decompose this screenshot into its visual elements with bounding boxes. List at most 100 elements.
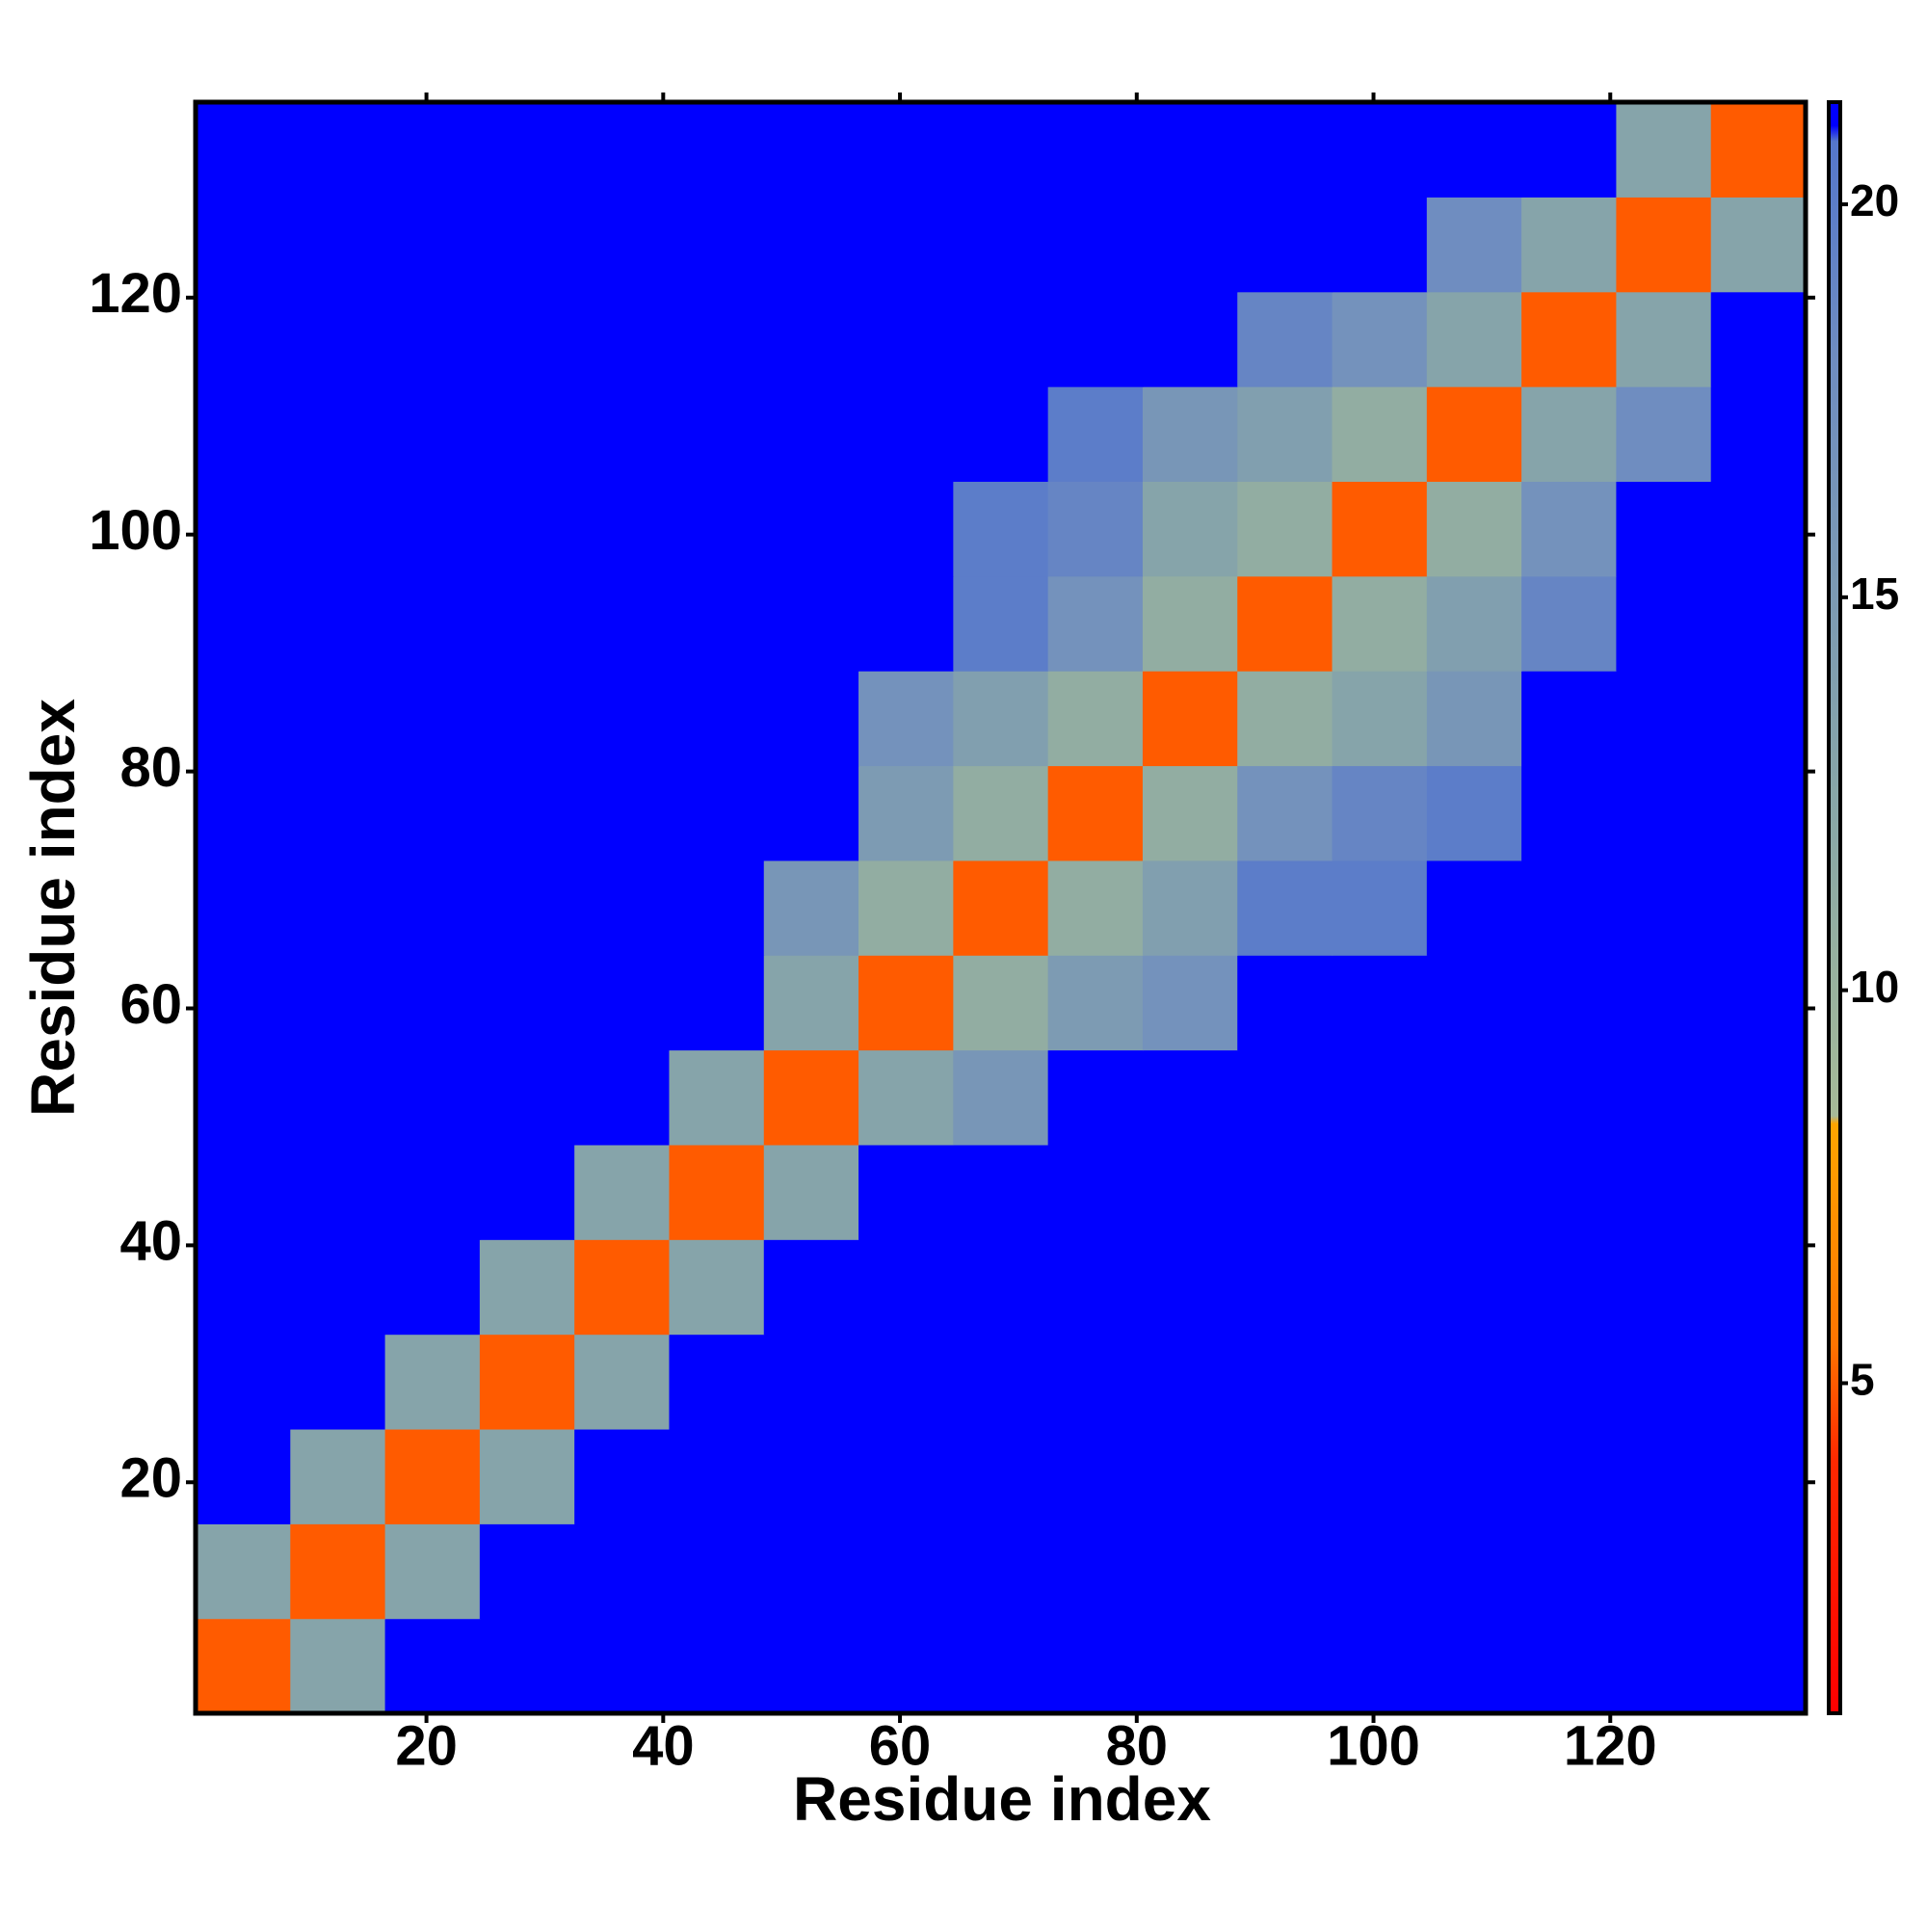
heatmap-cell	[669, 291, 765, 387]
heatmap-cell	[1142, 481, 1238, 577]
heatmap-cell	[858, 1334, 954, 1430]
heatmap-cell	[384, 197, 481, 293]
heatmap-cell	[574, 481, 671, 577]
x-tick-label: 100	[1327, 1714, 1420, 1777]
heatmap-cell	[1426, 860, 1522, 956]
heatmap-cell	[1047, 1144, 1144, 1240]
heatmap-cell	[1142, 1049, 1238, 1146]
heatmap-cell	[669, 575, 765, 672]
heatmap-cell	[384, 860, 481, 956]
heatmap-cell	[384, 102, 481, 198]
heatmap-cell	[1237, 1144, 1333, 1240]
heatmap-cell	[1710, 1144, 1807, 1240]
heatmap-cell	[953, 1334, 1049, 1430]
heatmap-cell	[669, 1334, 765, 1430]
heatmap-cell	[1142, 1239, 1238, 1336]
heatmap-cell	[290, 1618, 386, 1714]
heatmap-cell	[953, 102, 1049, 198]
heatmap-cell	[290, 575, 386, 672]
heatmap-cell	[1332, 1523, 1428, 1620]
heatmap-cell	[763, 860, 859, 956]
heatmap-cell	[196, 1334, 291, 1430]
heatmap-cell	[384, 765, 481, 861]
heatmap-cell	[384, 955, 481, 1051]
heatmap-cell	[290, 197, 386, 293]
heatmap-cell	[574, 765, 671, 861]
heatmap-cell	[574, 197, 671, 293]
heatmap-cell	[1332, 1144, 1428, 1240]
heatmap-cell	[1237, 955, 1333, 1051]
heatmap-cell	[1521, 1144, 1618, 1240]
colorbar-tick-label: 5	[1850, 1355, 1875, 1405]
heatmap-cell	[1710, 860, 1807, 956]
heatmap-cell	[384, 1049, 481, 1146]
heatmap-cell	[858, 1618, 954, 1714]
heatmap-cell	[384, 1334, 481, 1430]
heatmap-cell	[1426, 671, 1522, 767]
heatmap-cell	[858, 671, 954, 767]
heatmap-cell	[669, 955, 765, 1051]
heatmap-cell	[1237, 102, 1333, 198]
heatmap-cell	[1616, 197, 1712, 293]
heatmap-cell	[858, 1144, 954, 1240]
heatmap-cell	[574, 102, 671, 198]
heatmap-cell	[479, 386, 575, 483]
heatmap-cell	[1710, 671, 1807, 767]
heatmap-cell	[1047, 1618, 1144, 1714]
heatmap-cell	[1237, 1049, 1333, 1146]
heatmap-cell	[763, 1428, 859, 1524]
heatmap-cell	[858, 481, 954, 577]
heatmap-cell	[953, 481, 1049, 577]
heatmap-cell	[669, 1428, 765, 1524]
heatmap-cell	[290, 765, 386, 861]
heatmap-cell	[763, 1523, 859, 1620]
heatmap-cell	[1237, 765, 1333, 861]
heatmap-cell	[1142, 1334, 1238, 1430]
heatmap-cell	[479, 1334, 575, 1430]
heatmap-cell	[1047, 102, 1144, 198]
heatmap-cell	[669, 1618, 765, 1714]
heatmap-cell	[574, 1334, 671, 1430]
heatmap-cell	[763, 291, 859, 387]
heatmap-cell	[953, 765, 1049, 861]
heatmap-cell	[196, 575, 291, 672]
heatmap-cell	[669, 1239, 765, 1336]
y-axis-title: Residue index	[18, 699, 88, 1117]
heatmap-cell	[1142, 575, 1238, 672]
heatmap-cell	[1521, 386, 1618, 483]
heatmap-cell	[1237, 1428, 1333, 1524]
heatmap-cell	[763, 1049, 859, 1146]
heatmap-cell	[1047, 765, 1144, 861]
heatmap-cell	[290, 1144, 386, 1240]
heatmap-cell	[1521, 575, 1618, 672]
heatmap-cell	[196, 671, 291, 767]
heatmap-cell	[1710, 291, 1807, 387]
x-tick-label: 120	[1564, 1714, 1657, 1777]
heatmap-cell	[290, 386, 386, 483]
heatmap-cell	[1616, 291, 1712, 387]
heatmap-cell	[953, 1239, 1049, 1336]
heatmap-cells	[196, 102, 1807, 1714]
heatmap-cell	[1332, 671, 1428, 767]
heatmap-cell	[763, 765, 859, 861]
heatmap-cell	[1426, 1523, 1522, 1620]
heatmap-cell	[858, 765, 954, 861]
heatmap-cell	[1332, 291, 1428, 387]
heatmap-cell	[384, 575, 481, 672]
heatmap-cell	[858, 291, 954, 387]
y-tick-label: 80	[119, 736, 182, 799]
heatmap-cell	[953, 860, 1049, 956]
heatmap-cell	[384, 1523, 481, 1620]
heatmap-cell	[858, 955, 954, 1051]
heatmap-cell	[479, 575, 575, 672]
heatmap-cell	[1237, 1618, 1333, 1714]
heatmap-cell	[1237, 1523, 1333, 1620]
heatmap-cell	[669, 102, 765, 198]
heatmap-cell	[1521, 481, 1618, 577]
heatmap-cell	[669, 1049, 765, 1146]
heatmap-cell	[479, 1618, 575, 1714]
heatmap-cell	[479, 955, 575, 1051]
heatmap-cell	[574, 1239, 671, 1336]
heatmap-cell	[290, 481, 386, 577]
